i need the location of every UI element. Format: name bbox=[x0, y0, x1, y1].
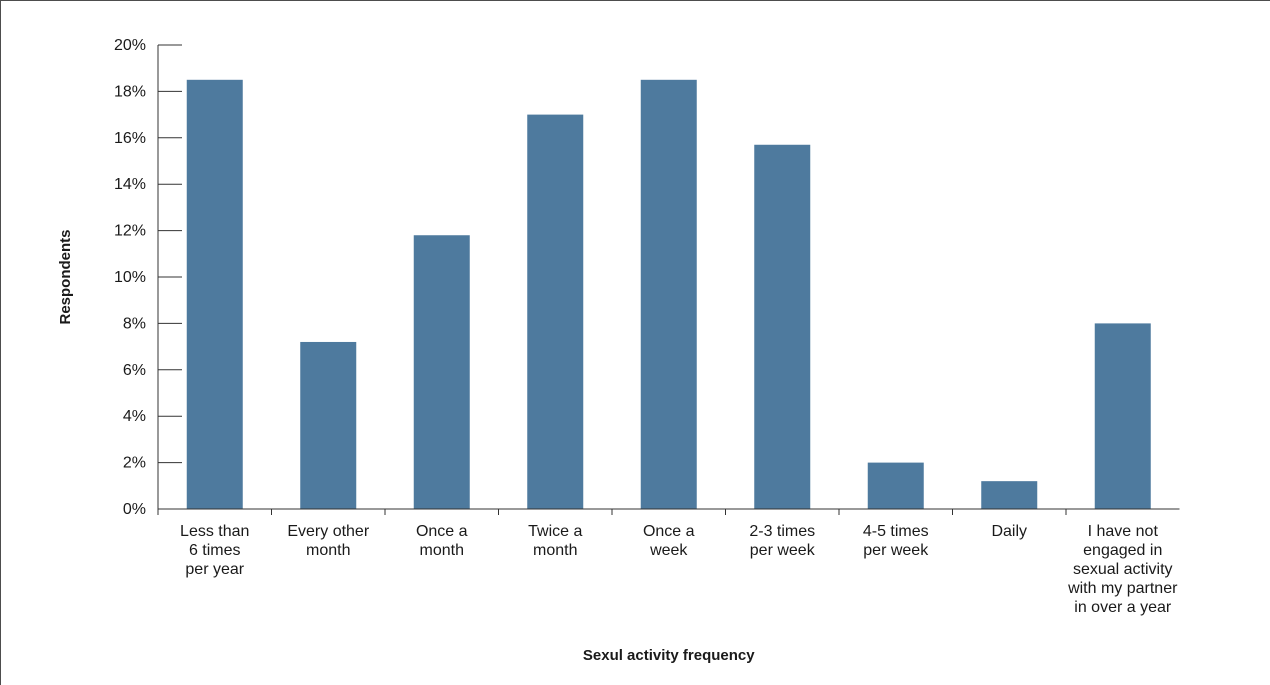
bar bbox=[186, 79, 243, 510]
bar bbox=[413, 235, 470, 510]
y-tick-label: 16% bbox=[114, 130, 146, 147]
x-axis: Less than 6 times per year Every other month… bbox=[157, 508, 1180, 616]
y-tick-label: 4% bbox=[123, 408, 146, 425]
x-tick-label: Twice a month bbox=[528, 523, 582, 559]
bar bbox=[527, 114, 584, 509]
bar bbox=[300, 341, 357, 509]
x-axis-title: Sexul activity frequency bbox=[583, 647, 755, 664]
x-tick-label: 4-5 times per week bbox=[863, 523, 929, 559]
x-tick-label: Daily bbox=[991, 523, 1027, 540]
y-tick-label: 20% bbox=[114, 37, 146, 54]
y-tick-label: 14% bbox=[114, 176, 146, 193]
y-tick-label: 18% bbox=[114, 83, 146, 100]
bar bbox=[1094, 323, 1151, 509]
x-tick-label: Less than 6 times per year bbox=[180, 523, 249, 578]
bar bbox=[754, 144, 811, 509]
x-tick-label: I have not engaged in sexual activity with … bbox=[1067, 523, 1178, 616]
x-tick-label: Every other month bbox=[287, 523, 369, 559]
y-axis-title: Respondents bbox=[57, 229, 74, 324]
bar bbox=[867, 462, 924, 509]
y-tick-label: 6% bbox=[123, 362, 146, 379]
bar bbox=[640, 79, 697, 510]
x-tick-label: Once a month bbox=[416, 523, 468, 559]
y-tick-label: 10% bbox=[114, 269, 146, 286]
x-tick-label: 2-3 times per week bbox=[749, 523, 815, 559]
bars bbox=[186, 79, 1151, 510]
y-tick-label: 2% bbox=[123, 455, 146, 472]
y-tick-label: 12% bbox=[114, 223, 146, 240]
y-axis: 0% 2% 4% 6% 8% 10% 12% 14% 16% 18% 20% bbox=[114, 37, 182, 518]
y-tick-label: 0% bbox=[123, 501, 146, 518]
y-tick-label: 8% bbox=[123, 315, 146, 332]
x-tick-label: Once a week bbox=[643, 523, 695, 559]
bar bbox=[981, 481, 1038, 509]
